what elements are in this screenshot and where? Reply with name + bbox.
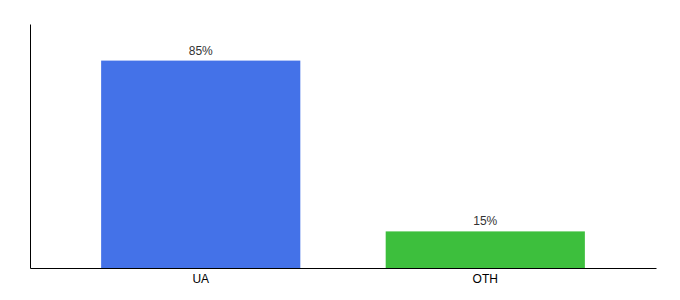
data-label: 85%	[189, 44, 213, 58]
y-axis	[30, 25, 31, 269]
x-axis-line	[31, 268, 657, 269]
bar	[386, 231, 585, 268]
x-tick: OTH	[473, 272, 498, 286]
x-axis: UA OTH	[31, 269, 657, 286]
chart: UA OTH 85% 15%	[0, 0, 680, 300]
data-labels: 85% 15%	[189, 44, 498, 229]
x-tick-label: UA	[192, 272, 209, 286]
bar	[101, 61, 300, 268]
plot: UA OTH 85% 15%	[31, 25, 657, 286]
x-tick: UA	[192, 272, 209, 286]
y-axis-line	[30, 25, 31, 269]
data-label: 15%	[473, 214, 497, 228]
x-tick-label: OTH	[473, 272, 498, 286]
bars	[101, 61, 585, 268]
